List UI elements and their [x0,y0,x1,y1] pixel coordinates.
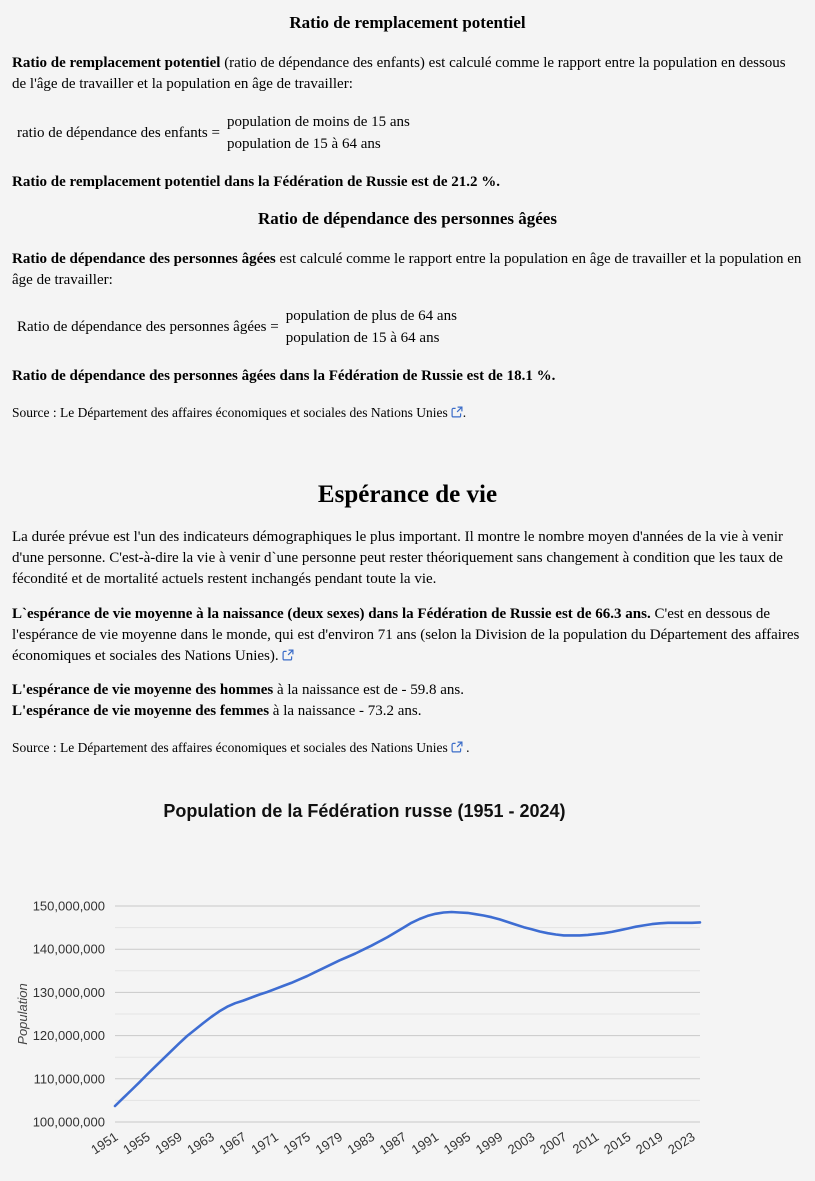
population-chart: Population de la Fédération russe (1951 … [12,801,717,1181]
y-axis-tick-label: 120,000,000 [33,1028,105,1043]
formula-label: Ratio de dépendance des personnes âgées … [17,318,279,335]
x-axis-tick-label: 2007 [537,1129,569,1157]
external-link-icon[interactable] [451,738,463,759]
external-link-icon[interactable] [282,647,294,668]
formula-numerator: population de plus de 64 ans [285,308,457,324]
x-axis-tick-label: 1951 [88,1129,120,1157]
y-axis-tick-label: 100,000,000 [33,1115,105,1130]
life-expectancy-both-sexes: L`espérance de vie moyenne à la naissanc… [12,604,803,668]
elderly-ratio-description: Ratio de dépendance des personnes âgées … [12,251,802,288]
section-title-life-expectancy: Espérance de vie [317,481,498,508]
x-axis-tick-label: 1971 [248,1129,280,1157]
x-axis-tick-label: 1967 [216,1129,248,1157]
x-axis-tick-label: 1955 [120,1129,152,1157]
formula-denominator: population de 15 à 64 ans [226,136,381,152]
women-life-expectancy-term: L'espérance de vie moyenne des femmes [12,703,270,719]
formula-denominator: population de 15 à 64 ans [285,330,440,346]
source-line-life-expectancy: Source : Le Département des affaires éco… [12,737,803,759]
chart-title: Population de la Fédération russe (1951 … [163,801,566,821]
elderly-ratio-term: Ratio de dépendance des personnes âgées [12,251,276,267]
formula-numerator: population de moins de 15 ans [226,114,410,130]
x-axis-tick-label: 2015 [601,1129,633,1157]
section-title-replacement-ratio: Ratio de remplacement potentiel [289,13,526,32]
x-axis-tick-label: 2019 [633,1129,665,1157]
x-axis-tick-label: 1975 [281,1129,313,1157]
formula-fraction: population de moins de 15 ans population… [227,111,410,155]
population-series-line [113,910,702,1108]
replacement-ratio-term: Ratio de remplacement potentiel [12,55,221,71]
x-axis-tick-label: 1963 [184,1129,216,1157]
source-line-dependency: Source : Le Département des affaires éco… [12,402,803,424]
replacement-ratio-result: Ratio de remplacement potentiel dans la … [12,174,501,190]
y-axis-tick-label: 150,000,000 [33,899,105,914]
x-axis-tick-label: 2003 [505,1129,537,1157]
replacement-ratio-description: Ratio de remplacement potentiel (ratio d… [12,55,786,92]
life-expectancy-value: L`espérance de vie moyenne à la naissanc… [12,606,651,622]
x-axis-tick-label: 2011 [570,1129,602,1157]
page-content: Ratio de remplacement potentiel Ratio de… [0,13,815,1181]
external-link-icon[interactable] [451,403,463,424]
x-axis-tick-label: 1983 [345,1129,377,1157]
x-axis-tick-label: 1959 [152,1129,184,1157]
x-axis-tick-label: 1999 [473,1129,505,1157]
population-line-chart: 100,000,000 110,000,000 120,000,000 130,000… [15,899,702,1157]
x-axis-tick-label: 2023 [665,1129,697,1157]
section-title-elderly-ratio: Ratio de dépendance des personnes âgées [258,209,557,228]
elderly-dependency-formula: Ratio de dépendance des personnes âgées … [12,305,803,349]
x-axis-tick-label: 1995 [441,1129,473,1157]
x-axis-tick-label: 1991 [409,1129,441,1157]
y-axis-title: Population [15,983,30,1044]
y-axis-tick-label: 140,000,000 [33,942,105,957]
x-axis-tick-label: 1987 [377,1129,409,1157]
formula-label: ratio de dépendance des enfants = [17,124,220,141]
formula-fraction: population de plus de 64 ans population … [286,305,457,349]
elderly-ratio-result: Ratio de dépendance des personnes âgées … [12,368,556,384]
men-life-expectancy-term: L'espérance de vie moyenne des hommes [12,682,274,698]
y-axis-tick-label: 110,000,000 [34,1071,105,1086]
children-dependency-formula: ratio de dépendance des enfants = popula… [12,111,803,155]
x-axis-tick-label: 1979 [313,1129,345,1157]
y-axis-tick-label: 130,000,000 [33,985,105,1000]
life-expectancy-description: La durée prévue est l'un des indicateurs… [12,529,783,587]
life-expectancy-by-sex: L'espérance de vie moyenne des hommes à … [12,682,464,719]
